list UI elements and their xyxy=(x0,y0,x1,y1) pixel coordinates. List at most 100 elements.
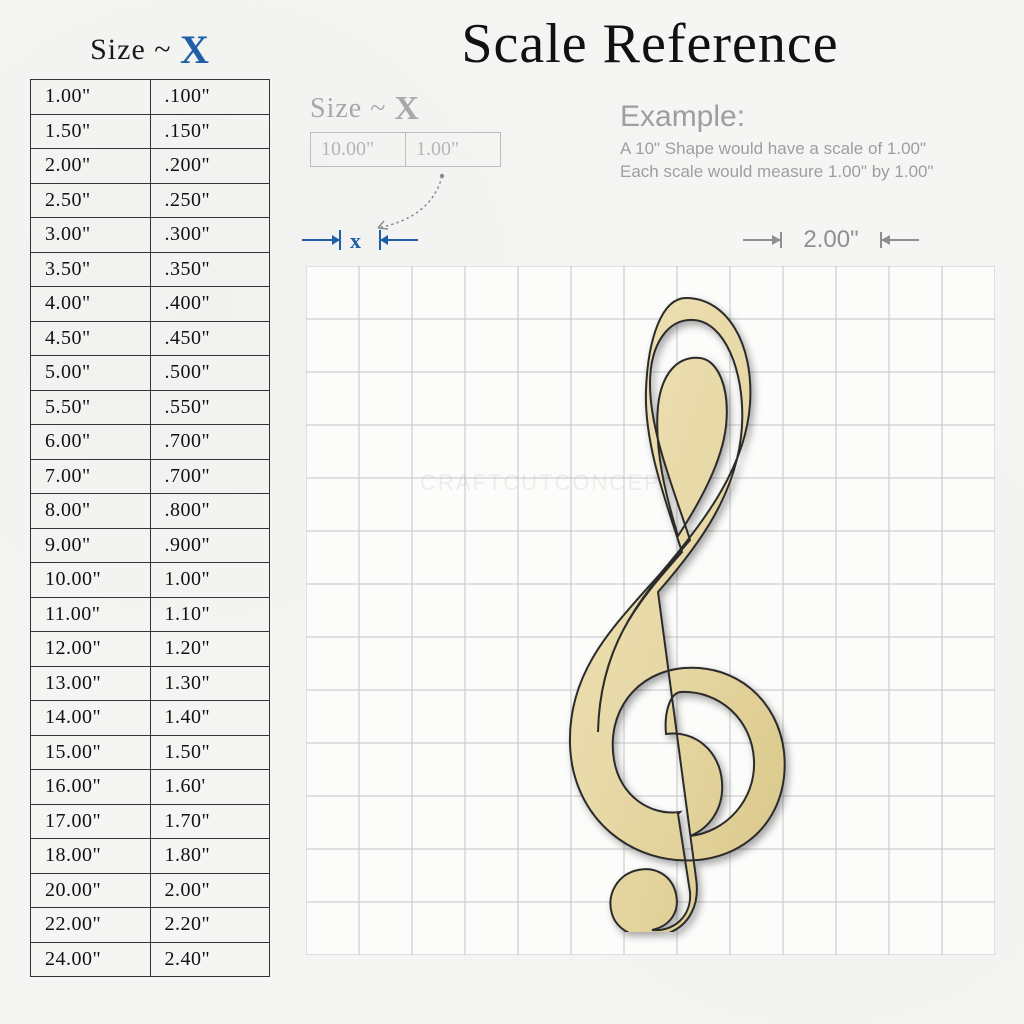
mini-table: 10.00" 1.00" xyxy=(310,132,501,167)
scale-cell: .200" xyxy=(150,149,270,184)
mini-cell-scale: 1.00" xyxy=(406,133,501,167)
table-row: 5.50".550" xyxy=(31,390,270,425)
size-table-header-prefix: Size ~ xyxy=(90,33,180,66)
table-row: 16.00"1.60' xyxy=(31,770,270,805)
scale-cell: .250" xyxy=(150,183,270,218)
size-cell: 10.00" xyxy=(31,563,151,598)
table-row: 2.50".250" xyxy=(31,183,270,218)
scale-cell: .550" xyxy=(150,390,270,425)
page-title: Scale Reference xyxy=(300,12,1000,76)
table-row: 10.00"1.00" xyxy=(31,563,270,598)
size-cell: 20.00" xyxy=(31,873,151,908)
table-row: 13.00"1.30" xyxy=(31,666,270,701)
size-cell: 6.00" xyxy=(31,425,151,460)
scale-cell: .700" xyxy=(150,425,270,460)
scale-cell: .450" xyxy=(150,321,270,356)
size-cell: 18.00" xyxy=(31,839,151,874)
sub-header-prefix: Size ~ xyxy=(310,93,394,124)
table-row: 1.00".100" xyxy=(31,80,270,115)
size-cell: 14.00" xyxy=(31,701,151,736)
table-row: 20.00"2.00" xyxy=(31,873,270,908)
size-cell: 22.00" xyxy=(31,908,151,943)
x-measure-indicator: x xyxy=(302,222,422,262)
table-row: 3.50".350" xyxy=(31,252,270,287)
x-indicator-label: x xyxy=(350,228,361,254)
scale-cell: 2.40" xyxy=(150,942,270,977)
scale-cell: 1.20" xyxy=(150,632,270,667)
arrow-left-icon xyxy=(873,230,919,250)
scale-cell: 1.80" xyxy=(150,839,270,874)
scale-cell: .700" xyxy=(150,459,270,494)
table-row: 18.00"1.80" xyxy=(31,839,270,874)
size-cell: 8.00" xyxy=(31,494,151,529)
table-row: 12.00"1.20" xyxy=(31,632,270,667)
example-title: Example: xyxy=(620,100,1000,134)
table-row: 7.00".700" xyxy=(31,459,270,494)
table-row: 17.00"1.70" xyxy=(31,804,270,839)
scale-cell: 1.30" xyxy=(150,666,270,701)
scale-cell: 1.40" xyxy=(150,701,270,736)
size-table: Size ~ X 1.00".100"1.50".150"2.00".200"2… xyxy=(30,26,270,977)
size-cell: 4.50" xyxy=(31,321,151,356)
scale-cell: 1.10" xyxy=(150,597,270,632)
arrow-right-icon xyxy=(743,230,789,250)
two-inch-label: 2.00" xyxy=(803,226,858,254)
size-cell: 24.00" xyxy=(31,942,151,977)
table-row: 4.00".400" xyxy=(31,287,270,322)
size-cell: 2.00" xyxy=(31,149,151,184)
table-row: 8.00".800" xyxy=(31,494,270,529)
size-cell: 2.50" xyxy=(31,183,151,218)
treble-clef-shape xyxy=(540,292,800,932)
scale-cell: 1.50" xyxy=(150,735,270,770)
table-row: 10.00" 1.00" xyxy=(311,133,501,167)
scale-cell: 1.00" xyxy=(150,563,270,598)
size-cell: 16.00" xyxy=(31,770,151,805)
table-row: 24.00"2.40" xyxy=(31,942,270,977)
scale-cell: .100" xyxy=(150,80,270,115)
table-row: 6.00".700" xyxy=(31,425,270,460)
size-cell: 5.50" xyxy=(31,390,151,425)
scale-cell: .150" xyxy=(150,114,270,149)
size-table-header-x: X xyxy=(180,27,210,72)
scale-cell: 1.70" xyxy=(150,804,270,839)
size-table-header: Size ~ X xyxy=(30,26,270,73)
scale-cell: 2.20" xyxy=(150,908,270,943)
size-cell: 5.00" xyxy=(31,356,151,391)
scale-cell: 2.00" xyxy=(150,873,270,908)
size-cell: 17.00" xyxy=(31,804,151,839)
scale-cell: .300" xyxy=(150,218,270,253)
size-cell: 11.00" xyxy=(31,597,151,632)
two-inch-indicator: 2.00" xyxy=(726,222,936,258)
table-row: 2.00".200" xyxy=(31,149,270,184)
size-cell: 3.00" xyxy=(31,218,151,253)
mini-cell-size: 10.00" xyxy=(311,133,406,167)
example-block: Example: A 10" Shape would have a scale … xyxy=(620,100,1000,184)
sub-header-x: X xyxy=(394,90,420,127)
scale-cell: .900" xyxy=(150,528,270,563)
table-row: 11.00"1.10" xyxy=(31,597,270,632)
sub-header: Size ~ X 10.00" 1.00" xyxy=(310,90,501,167)
scale-cell: .800" xyxy=(150,494,270,529)
scale-cell: .350" xyxy=(150,252,270,287)
size-cell: 7.00" xyxy=(31,459,151,494)
table-row: 1.50".150" xyxy=(31,114,270,149)
size-cell: 13.00" xyxy=(31,666,151,701)
table-row: 14.00"1.40" xyxy=(31,701,270,736)
scale-cell: .400" xyxy=(150,287,270,322)
example-line-2: Each scale would measure 1.00" by 1.00" xyxy=(620,161,1000,184)
example-line-1: A 10" Shape would have a scale of 1.00" xyxy=(620,138,1000,161)
sub-size-header: Size ~ X xyxy=(310,90,501,128)
size-cell: 12.00" xyxy=(31,632,151,667)
table-row: 4.50".450" xyxy=(31,321,270,356)
size-table-body: 1.00".100"1.50".150"2.00".200"2.50".250"… xyxy=(30,79,270,977)
scale-cell: 1.60' xyxy=(150,770,270,805)
table-row: 15.00"1.50" xyxy=(31,735,270,770)
size-cell: 9.00" xyxy=(31,528,151,563)
size-cell: 4.00" xyxy=(31,287,151,322)
table-row: 22.00"2.20" xyxy=(31,908,270,943)
size-cell: 15.00" xyxy=(31,735,151,770)
size-cell: 1.50" xyxy=(31,114,151,149)
size-cell: 1.00" xyxy=(31,80,151,115)
scale-cell: .500" xyxy=(150,356,270,391)
table-row: 3.00".300" xyxy=(31,218,270,253)
